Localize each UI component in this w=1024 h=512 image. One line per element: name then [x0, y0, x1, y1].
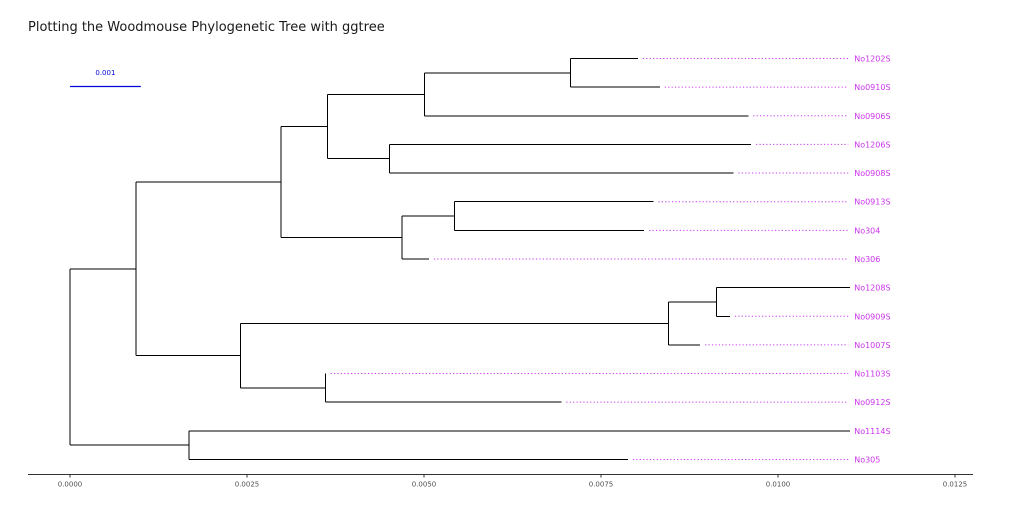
x-axis-tick-label: 0.0025	[235, 481, 260, 489]
tip-label-No1114S: No1114S	[854, 427, 890, 436]
x-axis-tick-label: 0.0100	[766, 481, 791, 489]
tip-labels: No1202S No0910S No0906S No1206S No0908S No091…	[854, 55, 890, 465]
x-axis-tick-label: 0.0125	[943, 481, 968, 489]
tip-label-No1206S: No1206S	[854, 140, 890, 149]
tip-label-No304: No304	[854, 226, 880, 235]
scale-bar: 0.001	[70, 69, 141, 88]
tip-label-No1208S: No1208S	[854, 284, 890, 293]
tip-label-No306: No306	[854, 255, 880, 264]
tip-label-No0912S: No0912S	[854, 398, 890, 407]
tip-label-No305: No305	[854, 455, 880, 464]
tip-label-No0913S: No0913S	[854, 198, 890, 207]
x-axis: 0.0000 0.0025 0.0050 0.0075 0.0100 0.0125	[28, 474, 973, 489]
x-axis-tick-label: 0.0075	[589, 481, 614, 489]
tip-label-No0906S: No0906S	[854, 112, 890, 121]
plot-title: Plotting the Woodmouse Phylogenetic Tree…	[28, 20, 385, 35]
x-axis-tick-label: 0.0050	[412, 481, 437, 489]
scale-bar-label: 0.001	[95, 69, 115, 77]
tip-alignment-lines	[330, 58, 849, 460]
tip-label-No1007S: No1007S	[854, 341, 890, 350]
tip-label-No1202S: No1202S	[854, 55, 890, 64]
tip-label-No0909S: No0909S	[854, 312, 890, 321]
x-axis-tick-label: 0.0000	[58, 481, 83, 489]
tip-label-No1103S: No1103S	[854, 370, 890, 379]
tree-edges	[69, 58, 851, 460]
tip-label-No0910S: No0910S	[854, 83, 890, 92]
tip-label-No0908S: No0908S	[854, 169, 890, 178]
